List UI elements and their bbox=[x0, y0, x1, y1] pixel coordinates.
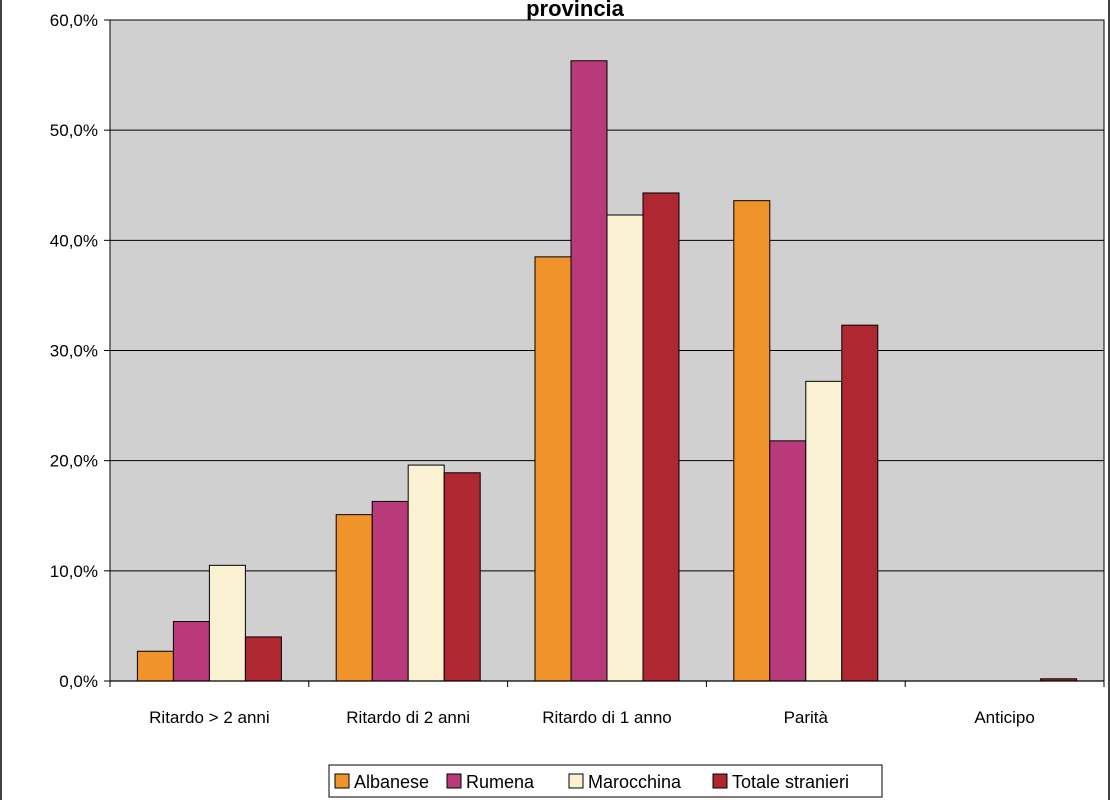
bar bbox=[534, 256, 572, 682]
bar bbox=[805, 380, 843, 682]
bar bbox=[443, 472, 481, 682]
legend-label: Marocchina bbox=[588, 772, 682, 792]
legend-swatch bbox=[568, 773, 584, 789]
y-tick-label: 0,0% bbox=[59, 672, 98, 691]
bar bbox=[606, 214, 644, 682]
x-tick-label: Anticipo bbox=[974, 708, 1034, 727]
bars bbox=[136, 60, 1078, 682]
y-tick-label: 50,0% bbox=[50, 121, 98, 140]
legend-box bbox=[328, 764, 883, 798]
legend-swatch bbox=[712, 773, 728, 789]
y-tick-label: 60,0% bbox=[50, 11, 98, 30]
bar bbox=[371, 500, 409, 682]
legend-label: Albanese bbox=[354, 772, 429, 792]
bar bbox=[769, 440, 807, 682]
chart-title: provincia bbox=[526, 0, 625, 21]
bar bbox=[841, 324, 879, 682]
legend: Albanese Rumena Marocchina Totale stranieri bbox=[328, 764, 883, 798]
bar bbox=[244, 636, 282, 682]
legend-items: Albanese Rumena Marocchina Totale stranieri bbox=[334, 772, 849, 792]
y-tick-label: 30,0% bbox=[50, 342, 98, 361]
bar bbox=[642, 192, 680, 682]
y-axis: 0,0% 10,0% 20,0% 30,0% 40,0% 50,0% 60,0% bbox=[50, 11, 110, 691]
legend-label: Rumena bbox=[466, 772, 535, 792]
y-tick-label: 10,0% bbox=[50, 562, 98, 581]
bar bbox=[172, 621, 210, 682]
legend-swatch bbox=[334, 773, 350, 789]
x-tick-label: Parità bbox=[784, 708, 829, 727]
bar bbox=[407, 464, 445, 682]
bar bbox=[570, 60, 608, 682]
bar bbox=[208, 564, 246, 682]
legend-label: Totale stranieri bbox=[732, 772, 849, 792]
y-tick-label: 40,0% bbox=[50, 231, 98, 250]
bar bbox=[733, 200, 771, 682]
y-tick-label: 20,0% bbox=[50, 452, 98, 471]
bar bbox=[335, 514, 373, 682]
bar bbox=[136, 650, 174, 682]
x-axis: Ritardo > 2 anni Ritardo di 2 anni Ritardo… bbox=[109, 680, 1105, 727]
x-tick-label: Ritardo di 2 anni bbox=[346, 708, 470, 727]
x-tick-label: Ritardo di 1 anno bbox=[542, 708, 671, 727]
legend-swatch bbox=[446, 773, 462, 789]
x-tick-label: Ritardo > 2 anni bbox=[149, 708, 270, 727]
